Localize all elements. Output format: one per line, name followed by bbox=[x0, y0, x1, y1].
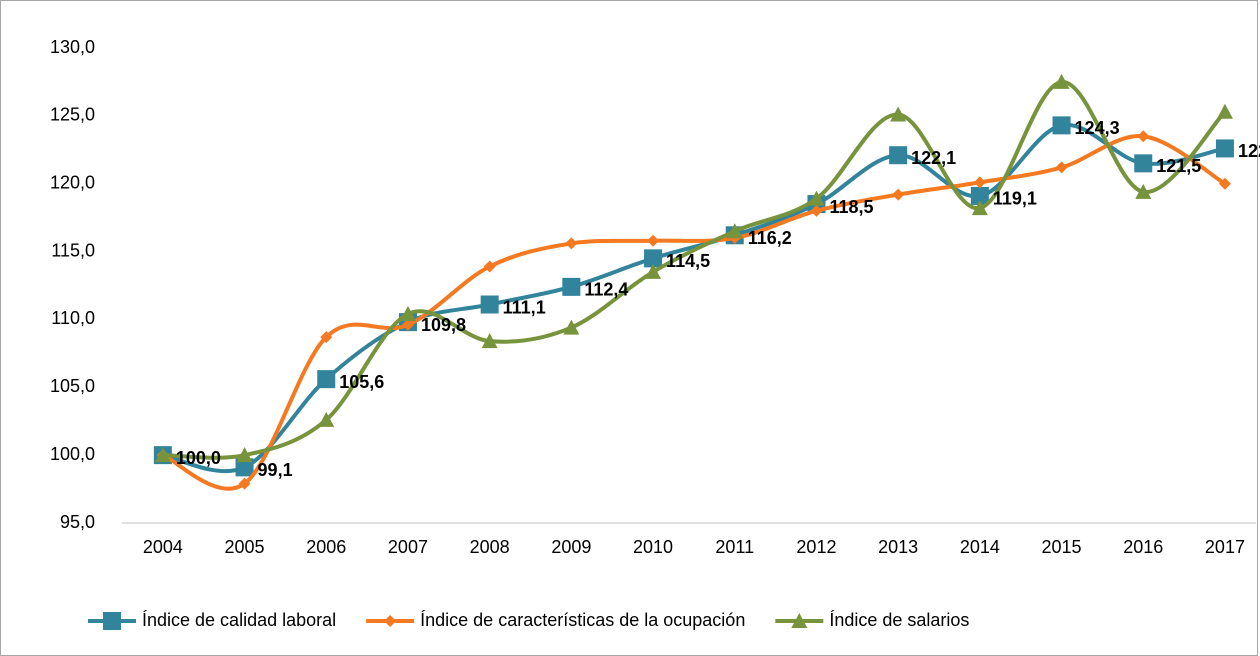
x-tick-label: 2013 bbox=[878, 537, 918, 557]
data-label: 119,1 bbox=[993, 189, 1037, 209]
legend-marker bbox=[103, 612, 121, 630]
marker bbox=[647, 234, 660, 247]
y-tick-label: 105,0 bbox=[50, 376, 95, 396]
x-tick-label: 2005 bbox=[225, 537, 265, 557]
data-label: 124,3 bbox=[1075, 118, 1120, 138]
marker bbox=[808, 190, 825, 206]
marker bbox=[1055, 161, 1068, 174]
marker bbox=[970, 186, 989, 205]
marker bbox=[644, 249, 663, 268]
x-tick-label: 2006 bbox=[306, 537, 346, 557]
legend-marker bbox=[791, 613, 808, 628]
data-label: 114,5 bbox=[666, 251, 710, 271]
marker bbox=[889, 146, 908, 165]
legend-entry: Índice de calidad laboral bbox=[88, 610, 336, 630]
x-tick-label: 2011 bbox=[715, 537, 754, 557]
marker bbox=[645, 263, 662, 279]
y-tick-label: 95,0 bbox=[60, 512, 95, 532]
marker bbox=[1216, 103, 1233, 119]
data-label: 122,1 bbox=[911, 148, 956, 168]
marker bbox=[318, 411, 335, 427]
marker bbox=[320, 331, 333, 344]
y-tick-label: 110,0 bbox=[51, 308, 95, 328]
marker bbox=[481, 333, 498, 349]
marker bbox=[563, 319, 580, 335]
data-label: 111,1 bbox=[503, 297, 546, 317]
data-label: 122,6 bbox=[1238, 141, 1260, 161]
marker bbox=[892, 188, 905, 201]
marker bbox=[399, 306, 416, 321]
marker bbox=[317, 370, 336, 389]
marker bbox=[1134, 154, 1153, 173]
data-label: 116,2 bbox=[748, 228, 792, 248]
x-tick-label: 2014 bbox=[960, 537, 1000, 557]
data-label: 105,6 bbox=[339, 372, 384, 392]
marker bbox=[810, 204, 823, 217]
data-label: 109,8 bbox=[421, 315, 466, 335]
marker bbox=[973, 176, 986, 189]
marker bbox=[238, 477, 251, 490]
marker bbox=[235, 458, 254, 477]
marker bbox=[971, 200, 988, 216]
marker bbox=[1135, 183, 1152, 199]
marker bbox=[483, 260, 496, 273]
marker bbox=[154, 447, 171, 463]
y-tick-label: 120,0 bbox=[50, 172, 95, 192]
marker bbox=[1052, 116, 1071, 135]
y-tick-label: 125,0 bbox=[50, 105, 95, 125]
x-tick-label: 2015 bbox=[1042, 537, 1082, 557]
marker bbox=[480, 295, 499, 314]
marker bbox=[726, 223, 743, 239]
x-tick-label: 2008 bbox=[470, 537, 510, 557]
legend-label: Índice de salarios bbox=[829, 610, 969, 630]
marker bbox=[1215, 139, 1234, 158]
x-tick-label: 2010 bbox=[633, 537, 673, 557]
x-tick-label: 2007 bbox=[388, 537, 428, 557]
marker bbox=[890, 106, 907, 122]
y-tick-label: 100,0 bbox=[50, 444, 95, 464]
data-label: 118,5 bbox=[829, 197, 873, 217]
marker bbox=[1218, 177, 1231, 190]
legend-marker bbox=[384, 615, 397, 627]
legend-entry: Índice de características de la ocupació… bbox=[366, 610, 745, 630]
marker bbox=[1053, 73, 1070, 89]
x-tick-label: 2004 bbox=[143, 537, 183, 557]
legend-entry: Índice de salarios bbox=[775, 610, 969, 630]
marker bbox=[401, 318, 414, 331]
marker bbox=[1137, 130, 1150, 143]
data-label: 99,1 bbox=[258, 460, 293, 480]
data-label: 112,4 bbox=[584, 280, 628, 300]
series-line bbox=[161, 134, 1227, 491]
x-tick-label: 2016 bbox=[1123, 537, 1163, 557]
data-label: 121,5 bbox=[1156, 156, 1201, 176]
legend-label: Índice de calidad laboral bbox=[142, 610, 336, 630]
x-tick-label: 2009 bbox=[551, 537, 591, 557]
marker bbox=[236, 447, 253, 463]
y-tick-label: 130,0 bbox=[50, 37, 95, 57]
data-label: 100,0 bbox=[176, 448, 221, 468]
y-tick-label: 115,0 bbox=[51, 240, 95, 260]
x-tick-label: 2012 bbox=[796, 537, 836, 557]
marker bbox=[562, 277, 581, 296]
x-tick-label: 2017 bbox=[1205, 537, 1245, 557]
marker bbox=[565, 237, 578, 250]
legend-label: Índice de características de la ocupació… bbox=[420, 610, 745, 630]
